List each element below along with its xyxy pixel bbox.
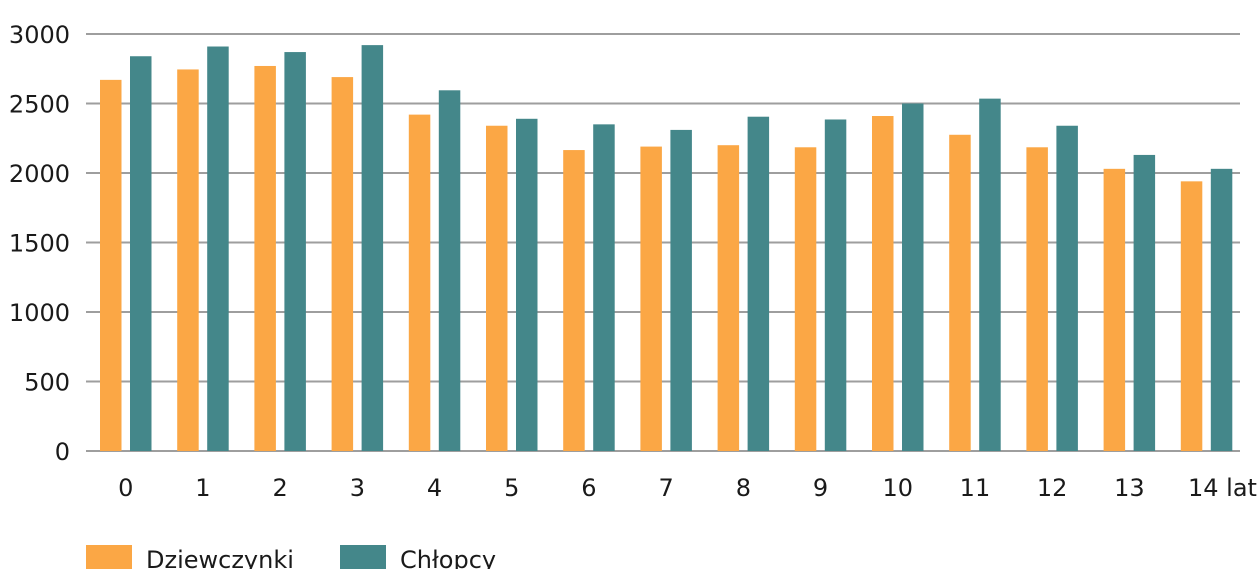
bar-series-1: [486, 125, 508, 452]
legend-label: Dziewczynki: [146, 546, 294, 569]
y-tick-label: 500: [24, 369, 70, 397]
bar-series-2: [593, 124, 615, 451]
y-tick-label: 1000: [9, 299, 70, 327]
x-axis-ticks: 0 1 2 3 4 5 6 7 8 9 10 11 12 13 14 lat: [118, 474, 1257, 502]
bar-series-2: [1210, 168, 1233, 451]
bar-series-1: [794, 147, 817, 451]
bar-series-1: [1180, 181, 1203, 451]
bar-series-1: [408, 114, 431, 452]
bar-series-2: [130, 56, 152, 452]
bar-series-1: [1026, 147, 1048, 451]
bar-series-1: [1103, 168, 1126, 451]
y-tick-label: 2500: [9, 91, 70, 119]
bar-series-2: [207, 46, 229, 451]
x-tick-label: 13: [1114, 474, 1145, 502]
bar-series-2: [361, 45, 384, 452]
x-tick-label: 3: [350, 474, 365, 502]
y-tick-label: 2000: [9, 160, 70, 188]
x-tick-label: 7: [659, 474, 674, 502]
x-tick-label: 4: [427, 474, 442, 502]
x-tick-label: 10: [882, 474, 913, 502]
legend: Dziewczynki Chłopcy: [86, 545, 496, 569]
bar-series-2: [902, 103, 924, 451]
y-tick-label: 3000: [9, 21, 70, 49]
bars: [100, 45, 1233, 452]
bar-series-1: [177, 69, 199, 451]
bar-series-2: [747, 116, 770, 451]
x-tick-label: 6: [581, 474, 596, 502]
bar-series-1: [949, 134, 971, 451]
y-axis-ticks: 0 500 1000 1500 2000 2500 3000: [9, 21, 70, 466]
bar-series-1: [872, 116, 894, 451]
bar-series-1: [331, 77, 354, 451]
x-tick-label: 8: [736, 474, 751, 502]
bar-series-2: [438, 90, 461, 452]
bar-series-1: [254, 65, 276, 451]
legend-swatch: [340, 545, 386, 569]
x-tick-label: 2: [273, 474, 288, 502]
y-tick-label: 0: [55, 438, 70, 466]
bar-series-2: [824, 119, 847, 452]
bar-series-2: [516, 118, 538, 451]
x-tick-label: 11: [960, 474, 991, 502]
bar-series-2: [1133, 154, 1156, 451]
bar-series-2: [670, 129, 692, 451]
bar-series-1: [640, 146, 662, 451]
y-tick-label: 1500: [9, 230, 70, 258]
bar-series-2: [284, 52, 306, 451]
x-tick-label: 1: [195, 474, 210, 502]
x-tick-label: 9: [813, 474, 828, 502]
x-tick-label: 0: [118, 474, 133, 502]
gridlines: [86, 33, 1240, 452]
legend-swatch: [86, 545, 132, 569]
bar-series-1: [100, 79, 122, 452]
x-tick-label: 12: [1037, 474, 1068, 502]
legend-label: Chłopcy: [400, 546, 496, 569]
x-tick-label: 14 lat: [1188, 474, 1257, 502]
x-tick-label: 5: [504, 474, 519, 502]
bar-series-2: [979, 98, 1001, 451]
bar-series-1: [563, 150, 585, 451]
bar-series-1: [717, 145, 740, 451]
bar-series-2: [1056, 125, 1078, 452]
